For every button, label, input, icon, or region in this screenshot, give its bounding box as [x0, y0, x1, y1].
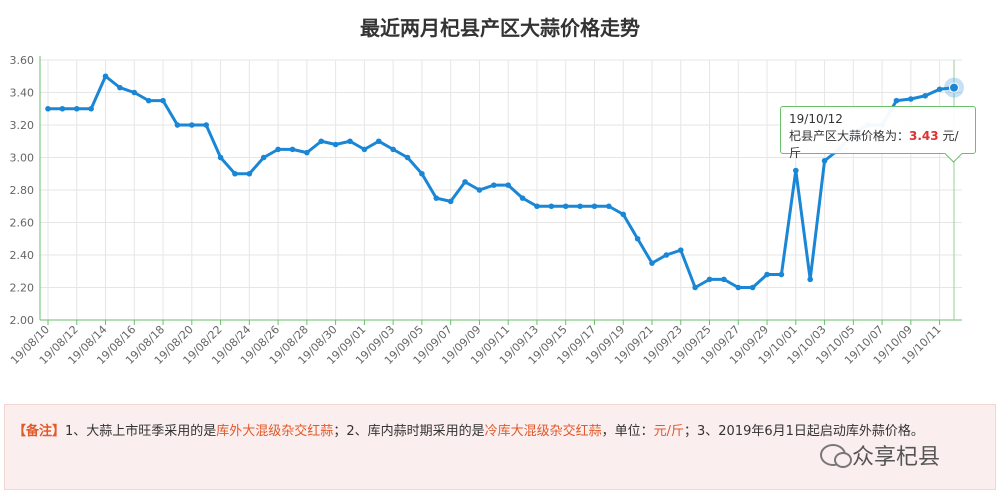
- data-point: [232, 170, 238, 177]
- price-series-line: [48, 74, 955, 289]
- y-tick-label: 3.40: [10, 87, 35, 100]
- remark-text-3: ，单位：: [601, 424, 654, 439]
- tooltip-date: 19/10/12: [789, 112, 843, 126]
- remark-text-4: ；3、2019年6月1日起启动库外蒜价格。: [684, 424, 924, 439]
- data-point: [189, 122, 195, 128]
- remark-highlight-2: 冷库大混级杂交红蒜: [484, 424, 602, 439]
- data-point: [203, 122, 209, 128]
- data-point: [778, 271, 785, 278]
- data-point: [663, 252, 670, 258]
- data-point: [922, 92, 929, 99]
- data-point: [677, 247, 684, 253]
- y-tick-label: 2.40: [10, 249, 35, 262]
- tooltip-value: 3.43: [909, 129, 939, 143]
- data-point: [390, 146, 396, 153]
- data-point: [174, 122, 181, 128]
- chart-title: 最近两月杞县产区大蒜价格走势: [360, 16, 640, 40]
- data-point: [634, 235, 641, 242]
- y-tick-label: 3.20: [10, 119, 35, 132]
- data-point: [821, 157, 828, 164]
- data-point: [275, 146, 281, 153]
- data-point: [476, 187, 483, 193]
- data-point: [793, 167, 799, 174]
- data-point: [649, 260, 655, 266]
- data-point: [447, 198, 454, 205]
- data-point: [217, 154, 224, 161]
- y-tick-label: 3.60: [10, 54, 35, 67]
- data-point: [577, 203, 583, 210]
- tooltip-label: 杞县产区大蒜价格为：: [789, 129, 910, 143]
- data-point: [332, 141, 339, 148]
- data-point: [433, 195, 440, 201]
- data-point: [289, 146, 296, 153]
- data-point: [404, 154, 411, 161]
- y-tick-label: 2.80: [10, 184, 35, 197]
- price-line-chart: 2.002.202.402.602.803.003.203.403.6019/0…: [8, 54, 964, 367]
- data-point: [591, 203, 598, 210]
- data-point: [936, 86, 943, 93]
- data-point: [491, 182, 497, 188]
- data-point: [375, 138, 382, 145]
- remark-highlight-3: 元/斤: [653, 424, 685, 439]
- data-point: [160, 97, 166, 104]
- y-tick-label: 2.20: [10, 282, 35, 295]
- data-point: [304, 149, 310, 156]
- data-point: [260, 154, 267, 161]
- watermark: 众享杞县: [820, 440, 940, 470]
- data-point: [73, 105, 80, 112]
- data-point: [807, 276, 813, 283]
- data-point: [749, 284, 756, 291]
- data-point: [347, 138, 353, 145]
- data-point: [102, 73, 109, 80]
- data-point: [145, 97, 152, 104]
- data-point: [318, 138, 325, 145]
- data-point: [908, 96, 914, 102]
- data-point: [117, 84, 123, 91]
- wechat-icon: [820, 444, 852, 468]
- tooltip-body: 杞县产区大蒜价格为：3.43 元/斤: [789, 128, 967, 162]
- y-tick-label: 2.00: [10, 314, 35, 327]
- data-point: [548, 203, 555, 210]
- data-point: [505, 182, 511, 188]
- remark-text-2: ；2、库内蒜时期采用的是: [333, 424, 485, 439]
- data-point: [692, 284, 698, 291]
- data-point: [620, 211, 627, 218]
- remark-text-1: 1、大蒜上市旺季采用的是: [65, 424, 217, 439]
- y-tick-label: 3.00: [10, 152, 35, 165]
- data-point: [706, 276, 713, 283]
- data-point: [59, 105, 66, 112]
- y-tick-label: 2.60: [10, 217, 35, 230]
- data-point: [246, 170, 253, 177]
- data-point: [419, 170, 425, 177]
- data-point: [893, 97, 900, 104]
- highlight-point: [949, 82, 959, 93]
- remark-tag: 【备注】: [13, 424, 66, 439]
- price-tooltip: 19/10/12 杞县产区大蒜价格为：3.43 元/斤: [780, 106, 976, 163]
- data-point: [88, 105, 94, 112]
- tooltip-unit: 元/斤: [789, 129, 959, 160]
- data-point: [735, 284, 742, 291]
- data-point: [131, 89, 138, 96]
- data-point: [721, 276, 727, 283]
- data-point: [519, 195, 526, 201]
- data-point: [45, 105, 51, 112]
- data-point: [361, 146, 368, 153]
- data-point: [462, 179, 468, 185]
- data-point: [606, 203, 612, 210]
- remark-highlight-1: 库外大混级杂交红蒜: [216, 424, 334, 439]
- data-point: [534, 203, 540, 210]
- watermark-text: 众享杞县: [852, 445, 941, 470]
- data-point: [562, 203, 569, 210]
- data-point: [764, 271, 770, 278]
